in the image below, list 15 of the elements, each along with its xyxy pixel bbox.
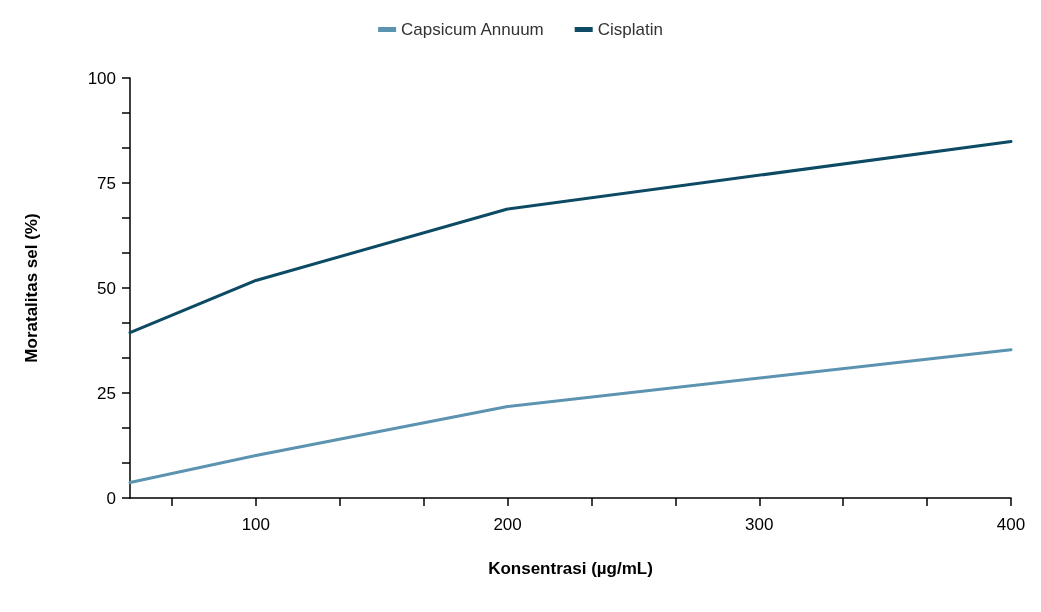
x-tick-label: 400: [996, 515, 1026, 534]
y-axis-title: Moratalitas sel (%): [22, 213, 41, 363]
y-tick-label: 75: [97, 173, 116, 193]
x-tick-label: 200: [493, 515, 522, 534]
legend-label: Capsicum Annuum: [401, 20, 544, 39]
x-tick-label: 100: [241, 515, 271, 534]
y-tick-label: 0: [106, 488, 116, 508]
y-tick-label: 100: [87, 68, 116, 88]
line-series: [128, 348, 1013, 484]
x-axis-title: Konsentrasi (µg/mL): [488, 559, 653, 578]
y-tick-label: 50: [97, 278, 116, 298]
line-series: [128, 139, 1013, 335]
legend-label: Cisplatin: [597, 20, 663, 39]
y-tick-label: 25: [97, 383, 116, 403]
x-tick-label: 300: [745, 515, 774, 534]
